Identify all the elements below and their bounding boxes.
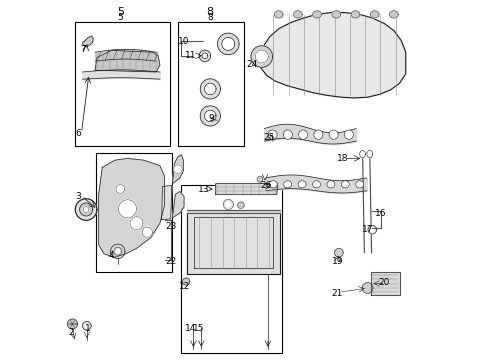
Text: 19: 19 bbox=[331, 256, 343, 265]
Polygon shape bbox=[350, 11, 359, 18]
Text: 1: 1 bbox=[84, 324, 90, 333]
Text: 7: 7 bbox=[80, 45, 86, 54]
Text: 13: 13 bbox=[198, 184, 209, 194]
Text: 2: 2 bbox=[68, 328, 74, 337]
Polygon shape bbox=[186, 211, 279, 274]
Polygon shape bbox=[202, 53, 207, 59]
Polygon shape bbox=[114, 247, 122, 255]
Ellipse shape bbox=[326, 181, 334, 188]
Ellipse shape bbox=[283, 130, 292, 139]
Polygon shape bbox=[130, 217, 142, 230]
Text: 5: 5 bbox=[117, 13, 123, 22]
Polygon shape bbox=[199, 50, 210, 62]
Polygon shape bbox=[118, 200, 136, 218]
Bar bbox=[96, 153, 171, 272]
Polygon shape bbox=[359, 150, 365, 158]
Text: 5: 5 bbox=[117, 7, 123, 17]
Bar bbox=[181, 185, 282, 353]
Polygon shape bbox=[84, 324, 89, 328]
Polygon shape bbox=[83, 207, 89, 212]
Polygon shape bbox=[312, 11, 321, 18]
Text: 10: 10 bbox=[177, 37, 189, 46]
Text: 11: 11 bbox=[184, 51, 196, 60]
Text: 20: 20 bbox=[378, 278, 389, 287]
Bar bbox=[178, 22, 244, 146]
Polygon shape bbox=[225, 202, 230, 207]
Polygon shape bbox=[370, 272, 399, 295]
Polygon shape bbox=[182, 278, 189, 285]
Text: 16: 16 bbox=[374, 209, 386, 217]
Polygon shape bbox=[142, 227, 152, 237]
Ellipse shape bbox=[341, 181, 348, 188]
Polygon shape bbox=[110, 244, 125, 258]
Polygon shape bbox=[116, 249, 120, 253]
Ellipse shape bbox=[269, 181, 277, 188]
Text: 23: 23 bbox=[165, 222, 176, 231]
Polygon shape bbox=[250, 46, 272, 67]
Bar bbox=[75, 22, 170, 146]
Text: 4: 4 bbox=[108, 251, 114, 260]
Polygon shape bbox=[369, 11, 378, 18]
Polygon shape bbox=[82, 36, 93, 47]
Polygon shape bbox=[367, 225, 376, 234]
Polygon shape bbox=[99, 158, 164, 257]
Ellipse shape bbox=[298, 130, 307, 139]
Polygon shape bbox=[204, 110, 216, 122]
Polygon shape bbox=[172, 155, 183, 184]
Polygon shape bbox=[369, 228, 374, 232]
Polygon shape bbox=[362, 283, 372, 293]
Polygon shape bbox=[172, 192, 183, 218]
Polygon shape bbox=[223, 199, 233, 210]
Polygon shape bbox=[200, 106, 220, 126]
Ellipse shape bbox=[344, 130, 353, 139]
Ellipse shape bbox=[267, 130, 277, 139]
Text: 15: 15 bbox=[192, 324, 204, 333]
Polygon shape bbox=[217, 33, 239, 55]
Polygon shape bbox=[95, 50, 160, 72]
Polygon shape bbox=[331, 11, 340, 18]
Polygon shape bbox=[237, 202, 244, 208]
Ellipse shape bbox=[312, 181, 320, 188]
Text: 14: 14 bbox=[184, 324, 196, 333]
Text: 9: 9 bbox=[208, 114, 214, 123]
Ellipse shape bbox=[283, 181, 291, 188]
Polygon shape bbox=[200, 79, 220, 99]
Polygon shape bbox=[75, 199, 97, 220]
Polygon shape bbox=[293, 11, 302, 18]
Polygon shape bbox=[204, 83, 216, 95]
Text: 17: 17 bbox=[361, 225, 373, 234]
Text: 6: 6 bbox=[75, 129, 81, 138]
Polygon shape bbox=[255, 50, 268, 63]
Text: 22: 22 bbox=[165, 256, 176, 265]
Ellipse shape bbox=[298, 181, 305, 188]
Text: 21: 21 bbox=[331, 289, 343, 298]
Polygon shape bbox=[173, 165, 182, 174]
Polygon shape bbox=[82, 321, 91, 330]
Text: 25: 25 bbox=[263, 133, 274, 142]
Polygon shape bbox=[162, 185, 171, 220]
Text: 8: 8 bbox=[206, 7, 213, 17]
Polygon shape bbox=[80, 203, 92, 216]
Text: 18: 18 bbox=[336, 154, 347, 163]
Ellipse shape bbox=[313, 130, 322, 139]
Polygon shape bbox=[215, 184, 277, 194]
Text: 8: 8 bbox=[207, 13, 213, 22]
Polygon shape bbox=[67, 319, 77, 329]
Polygon shape bbox=[257, 13, 405, 98]
Text: 26: 26 bbox=[260, 181, 271, 190]
Text: 12: 12 bbox=[179, 282, 190, 291]
Polygon shape bbox=[334, 248, 343, 257]
Polygon shape bbox=[116, 185, 124, 193]
Polygon shape bbox=[389, 11, 397, 18]
Polygon shape bbox=[274, 11, 283, 18]
Ellipse shape bbox=[328, 130, 337, 139]
Text: 3: 3 bbox=[75, 192, 81, 201]
Polygon shape bbox=[366, 150, 372, 158]
Polygon shape bbox=[222, 37, 234, 50]
Text: 24: 24 bbox=[246, 60, 258, 69]
Ellipse shape bbox=[355, 181, 363, 188]
Polygon shape bbox=[257, 176, 263, 182]
